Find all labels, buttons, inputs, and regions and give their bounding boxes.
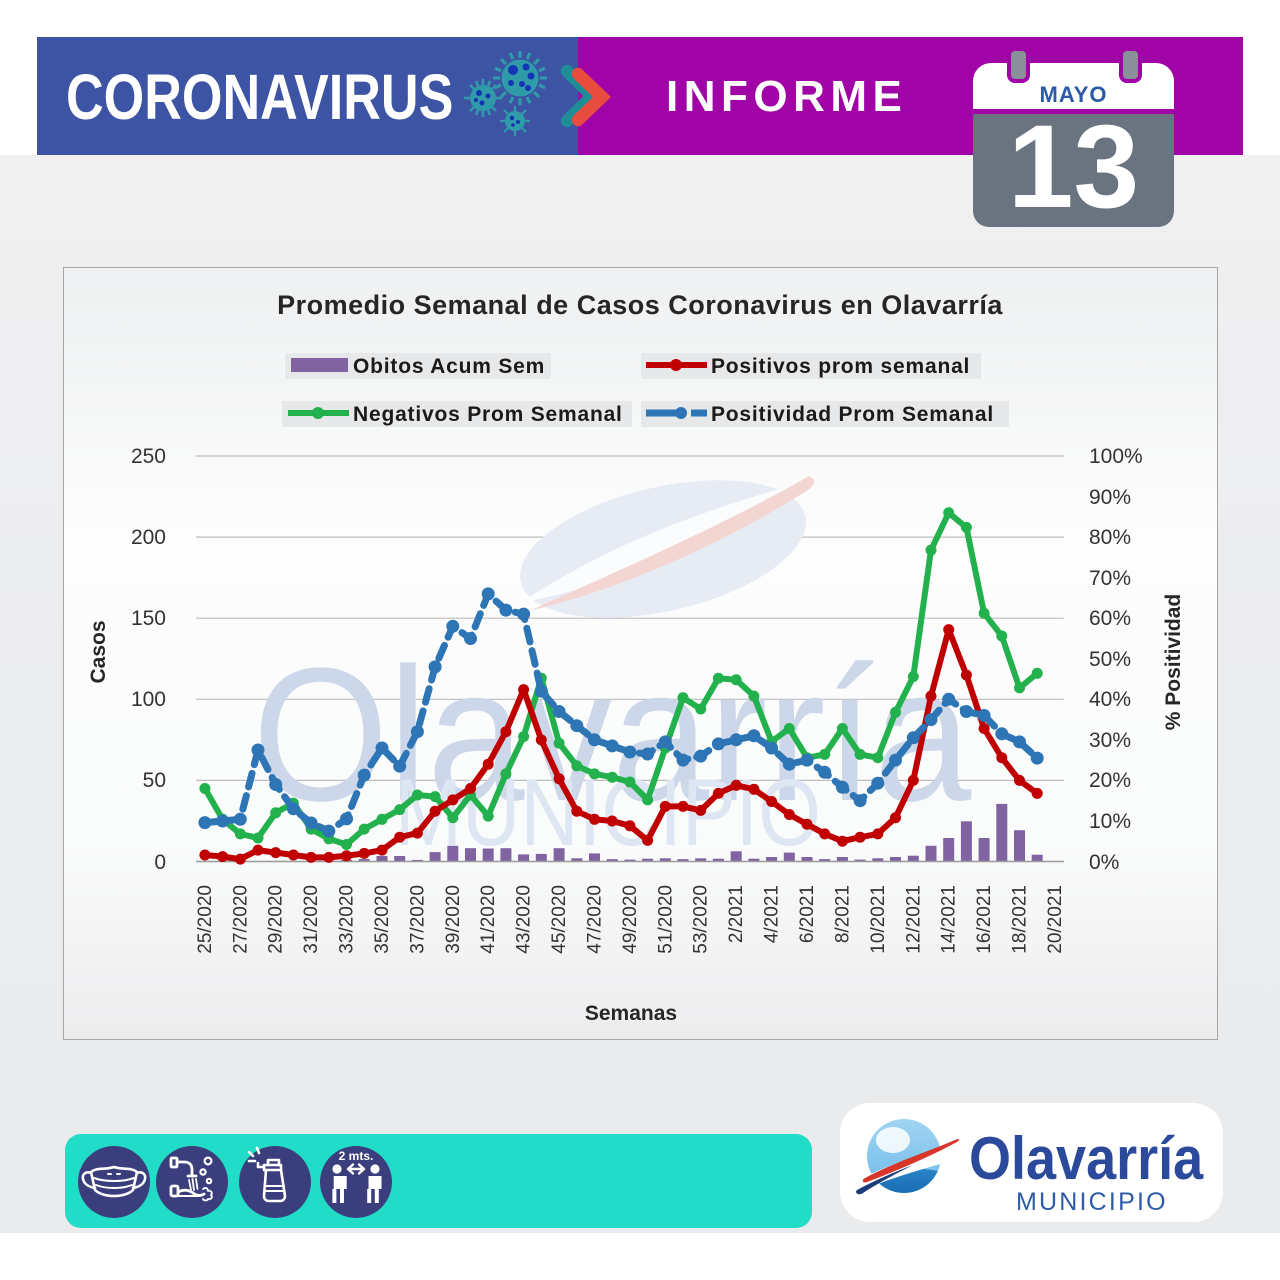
svg-text:31/2020: 31/2020 — [301, 885, 322, 954]
svg-text:20/2021: 20/2021 — [1045, 885, 1066, 954]
svg-text:29/2020: 29/2020 — [266, 885, 287, 954]
svg-text:53/2020: 53/2020 — [691, 885, 712, 954]
svg-text:10%: 10% — [1089, 810, 1131, 833]
svg-text:20%: 20% — [1089, 769, 1131, 792]
svg-text:12/2021: 12/2021 — [903, 885, 924, 954]
svg-text:10/2021: 10/2021 — [868, 885, 889, 954]
svg-text:100: 100 — [131, 688, 166, 711]
svg-text:Olavarría: Olavarría — [253, 628, 972, 840]
svg-text:Positivos prom semanal: Positivos prom semanal — [711, 355, 970, 378]
svg-text:2/2021: 2/2021 — [726, 885, 747, 943]
svg-text:100%: 100% — [1089, 445, 1143, 468]
svg-text:45/2020: 45/2020 — [549, 885, 570, 954]
svg-text:Positividad Prom Semanal: Positividad Prom Semanal — [711, 403, 994, 426]
svg-text:27/2020: 27/2020 — [230, 885, 251, 954]
svg-text:18/2021: 18/2021 — [1010, 885, 1031, 954]
svg-text:% Positividad: % Positividad — [1162, 594, 1185, 731]
svg-text:51/2020: 51/2020 — [655, 885, 676, 954]
svg-text:70%: 70% — [1089, 567, 1131, 590]
svg-text:8/2021: 8/2021 — [832, 885, 853, 943]
svg-text:Obitos Acum Sem: Obitos Acum Sem — [353, 355, 545, 378]
svg-text:60%: 60% — [1089, 607, 1131, 630]
svg-text:Negativos Prom Semanal: Negativos Prom Semanal — [353, 403, 623, 426]
svg-text:250: 250 — [131, 445, 166, 468]
svg-text:Semanas: Semanas — [585, 1002, 677, 1025]
svg-text:90%: 90% — [1089, 486, 1131, 509]
svg-text:43/2020: 43/2020 — [514, 885, 535, 954]
svg-text:16/2021: 16/2021 — [974, 885, 995, 954]
svg-text:40%: 40% — [1089, 688, 1131, 711]
svg-text:80%: 80% — [1089, 526, 1131, 549]
svg-text:4/2021: 4/2021 — [762, 885, 783, 943]
svg-text:33/2020: 33/2020 — [337, 885, 358, 954]
svg-text:Promedio Semanal de Casos Coro: Promedio Semanal de Casos Coronavirus en… — [277, 290, 1003, 320]
svg-text:Casos: Casos — [87, 620, 110, 683]
svg-text:14/2021: 14/2021 — [939, 885, 960, 954]
svg-text:200: 200 — [131, 526, 166, 549]
svg-text:47/2020: 47/2020 — [585, 885, 606, 954]
svg-text:49/2020: 49/2020 — [620, 885, 641, 954]
svg-text:39/2020: 39/2020 — [443, 885, 464, 954]
svg-text:6/2021: 6/2021 — [797, 885, 818, 943]
svg-text:2 mts.: 2 mts. — [339, 1149, 374, 1163]
svg-text:0: 0 — [154, 851, 166, 874]
svg-text:150: 150 — [131, 607, 166, 630]
svg-text:50%: 50% — [1089, 648, 1131, 671]
svg-text:50: 50 — [143, 769, 166, 792]
svg-text:37/2020: 37/2020 — [407, 885, 428, 954]
svg-text:25/2020: 25/2020 — [195, 885, 216, 954]
svg-text:35/2020: 35/2020 — [372, 885, 393, 954]
svg-text:41/2020: 41/2020 — [478, 885, 499, 954]
svg-text:0%: 0% — [1089, 851, 1119, 874]
svg-text:30%: 30% — [1089, 729, 1131, 752]
